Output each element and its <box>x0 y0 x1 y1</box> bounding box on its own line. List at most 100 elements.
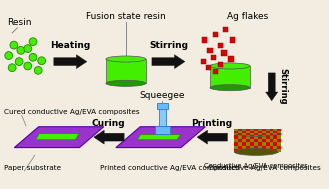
Polygon shape <box>152 55 185 69</box>
Text: Curing: Curing <box>92 119 125 128</box>
Bar <box>238 129 242 131</box>
Bar <box>266 131 269 133</box>
Bar <box>269 142 273 146</box>
Bar <box>234 149 238 152</box>
Circle shape <box>10 41 18 49</box>
Bar <box>269 129 273 131</box>
Bar <box>234 133 238 136</box>
Bar <box>254 136 258 139</box>
Bar <box>258 142 262 146</box>
Polygon shape <box>116 127 205 148</box>
Bar <box>273 129 277 131</box>
Bar <box>254 139 258 142</box>
Text: Conductive Ag/EVA composites: Conductive Ag/EVA composites <box>208 165 321 171</box>
Bar <box>277 135 281 136</box>
Text: Cured conductive Ag/EVA composites: Cured conductive Ag/EVA composites <box>4 109 140 115</box>
Bar <box>238 146 242 149</box>
Bar <box>273 139 277 142</box>
Bar <box>157 103 167 108</box>
Bar <box>238 133 242 136</box>
Bar <box>258 149 262 152</box>
Bar <box>242 133 246 136</box>
Bar <box>258 133 262 136</box>
Bar <box>223 27 228 32</box>
Bar <box>269 136 273 139</box>
Polygon shape <box>197 130 227 144</box>
Bar <box>269 133 273 136</box>
Bar <box>269 149 273 152</box>
Bar <box>266 142 269 146</box>
Bar <box>258 131 262 133</box>
Bar <box>273 142 277 146</box>
Bar <box>254 133 258 135</box>
Ellipse shape <box>234 129 278 136</box>
Text: Stirring: Stirring <box>279 68 288 105</box>
Ellipse shape <box>106 56 146 62</box>
Circle shape <box>15 58 23 66</box>
Bar <box>213 32 218 37</box>
Bar <box>277 133 281 135</box>
Bar <box>277 139 281 142</box>
Bar <box>254 142 258 146</box>
Bar <box>262 139 266 142</box>
Bar <box>254 135 258 136</box>
Bar <box>250 135 254 136</box>
Bar <box>208 48 213 53</box>
Circle shape <box>24 45 32 53</box>
Bar <box>246 129 250 131</box>
Bar <box>238 149 242 152</box>
Bar <box>221 50 227 56</box>
Circle shape <box>17 46 25 54</box>
Bar <box>202 37 208 43</box>
Text: Fusion state resin: Fusion state resin <box>86 12 166 21</box>
Bar <box>211 55 216 60</box>
Bar <box>277 131 281 133</box>
Bar <box>218 62 223 67</box>
Polygon shape <box>14 127 104 148</box>
Bar <box>246 136 250 139</box>
Bar <box>206 65 211 70</box>
Bar <box>262 133 266 136</box>
Bar <box>242 142 246 146</box>
Bar <box>234 135 238 136</box>
Circle shape <box>29 53 37 61</box>
Circle shape <box>8 64 16 72</box>
Bar <box>228 57 234 62</box>
Bar <box>242 131 246 133</box>
Bar <box>266 149 269 152</box>
Ellipse shape <box>106 80 146 86</box>
Bar <box>242 146 246 149</box>
Bar <box>262 133 266 135</box>
Bar <box>258 129 262 131</box>
Bar <box>246 142 250 146</box>
Bar <box>273 136 277 139</box>
Bar <box>250 139 254 142</box>
Bar <box>246 133 250 135</box>
Bar <box>266 133 269 135</box>
Bar <box>250 136 254 139</box>
Bar <box>250 149 254 152</box>
Polygon shape <box>36 134 79 140</box>
Bar <box>262 131 266 133</box>
Circle shape <box>34 66 42 74</box>
Bar <box>246 133 250 136</box>
Bar <box>269 139 273 142</box>
Bar <box>277 129 281 131</box>
Polygon shape <box>94 130 124 144</box>
Bar <box>277 146 281 149</box>
Bar <box>234 129 238 131</box>
Polygon shape <box>137 135 181 140</box>
Bar <box>277 149 281 152</box>
Bar <box>277 136 281 139</box>
Bar <box>242 135 246 136</box>
Bar <box>273 133 277 135</box>
Ellipse shape <box>234 148 278 155</box>
Text: Ag flakes: Ag flakes <box>227 12 268 21</box>
Bar <box>266 133 269 136</box>
Bar <box>266 135 269 136</box>
Bar <box>250 133 254 135</box>
Bar <box>234 136 238 139</box>
Bar <box>258 146 262 149</box>
Bar <box>234 133 238 135</box>
Bar <box>262 142 266 146</box>
